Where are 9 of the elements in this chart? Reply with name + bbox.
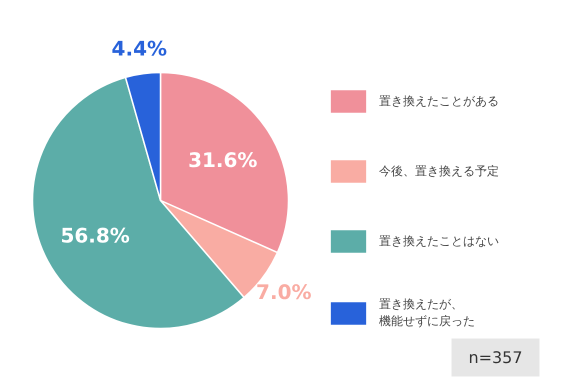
- data-label: 4.4%: [112, 36, 168, 60]
- legend-label: 置き換えたことはない: [379, 232, 499, 250]
- legend-label: 今後、置き換える予定: [379, 162, 499, 180]
- legend-label: 置き換えたことがある: [379, 92, 499, 110]
- legend-label: 置き換えたが、機能せずに戻った: [379, 296, 475, 330]
- data-label: 56.8%: [60, 224, 130, 248]
- data-label: 31.6%: [188, 148, 258, 172]
- text: n=357: [468, 348, 523, 367]
- data-label: 7.0%: [256, 280, 312, 304]
